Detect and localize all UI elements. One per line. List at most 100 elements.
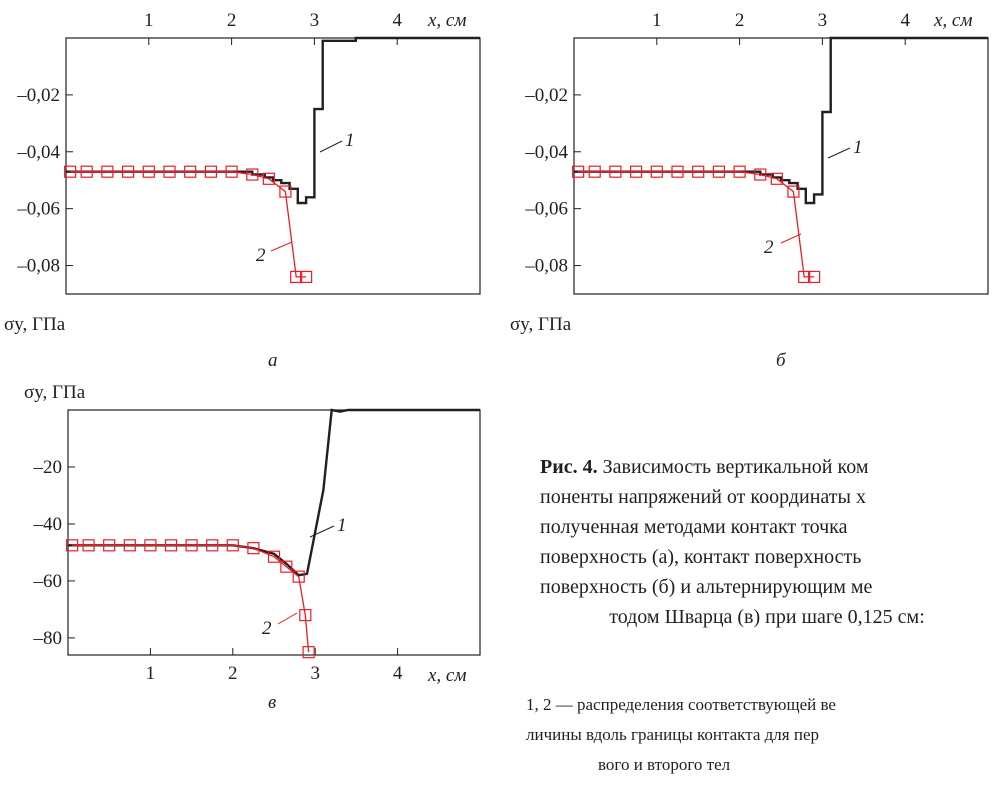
x-tick-label-a-1: 1 [144,10,154,31]
callout-leader-1-a [319,140,343,153]
caption-note-line-1: 1, 2 — распределения соответствующей ве [526,695,836,714]
x-tick-label-b-3: 3 [818,10,828,31]
data-marker-v-2-1 [82,539,95,552]
data-marker-b-2-2 [609,165,622,178]
data-marker-v-2-11 [280,560,293,573]
x-tick-label-b-1: 1 [652,10,662,31]
data-marker-b-2-13 [808,270,821,284]
caption-line-3: полученная методами контакт точка [540,516,848,538]
data-marker-a-2-1 [80,165,93,178]
data-marker-a-2-0 [64,165,77,178]
data-marker-a-2-13 [300,270,313,284]
y-tick-marks-b: –0,02 –0,04 –0,06 –0,08 [524,85,581,277]
x-tick-label-v-4: 4 [393,663,403,684]
caption-label: Рис. 4. [540,456,598,478]
y-tick-label-a-3: –0,08 [16,256,60,277]
y-tick-label-b-0: –0,02 [524,85,568,106]
data-marker-a-2-2 [101,165,114,178]
data-marker-a-2-11 [279,185,292,198]
data-marker-v-2-3 [123,539,136,552]
caption-line-5: поверхность (б) и альтернирующим ме [540,576,873,598]
data-marker-v-2-12 [292,570,305,583]
x-tick-label-b-4: 4 [900,10,910,31]
data-marker-a-2-6 [184,165,197,178]
x-axis-label-text-a: x, см [427,10,467,31]
x-tick-label-a-2: 2 [227,10,237,31]
x-tick-label-a-3: 3 [310,10,320,31]
y-tick-label-b-3: –0,08 [524,256,568,277]
callout-leader-2-b [780,233,802,244]
x-tick-label-v-1: 1 [146,663,156,684]
x-axis-label-text-b: x, см [933,10,973,31]
data-marker-v-2-0 [66,539,79,552]
caption-text-1: Зависимость вертикальной ком [602,456,869,478]
data-marker-b-2-6 [692,165,705,178]
x-axis-label-a: x, см [427,10,467,31]
panel-label-b: б [776,350,787,371]
series-line-a-2 [70,171,307,278]
x-tick-label-b-2: 2 [735,10,745,31]
callout-leader-1-b [827,147,851,159]
curve-label-1-v: 1 [337,515,347,536]
y-tick-marks-a: –0,02 –0,04 –0,06 –0,08 [16,85,73,277]
series-layer-v [66,408,480,659]
data-marker-v-2-14 [302,646,315,659]
curve-label-2-b: 2 [764,237,774,258]
caption-line-1: Рис. 4. Зависимость вертикальной ком [540,452,994,482]
data-marker-b-2-12 [798,270,811,284]
y-tick-marks-v: –20 –40 –60 –80 [33,457,75,649]
x-tick-marks-b: 1 2 3 4 [652,10,910,45]
panel-label-v: в [268,692,276,713]
data-marker-b-2-1 [588,165,601,178]
figure-caption: Рис. 4. Зависимость вертикальной ком пон… [540,452,994,632]
data-marker-b-2-11 [787,185,800,198]
data-marker-a-2-7 [204,165,217,178]
x-tick-label-v-3: 3 [310,663,320,684]
data-marker-a-2-12 [290,270,303,284]
chart-panel-v: 1 2 3 4 –20 –40 –60 –80 x, см σy, ГПа в 1 2 [24,382,481,713]
x-axis-label-v: x, см [427,665,467,686]
data-marker-a-2-5 [163,165,176,178]
series-layer-a [64,36,480,284]
x-tick-label-a-4: 4 [392,10,402,31]
curve-label-2-v: 2 [262,618,272,639]
caption-note: 1, 2 — распределения соответствующей ве … [526,690,994,780]
callout-leader-2-a [270,241,293,252]
data-marker-b-2-4 [650,165,663,178]
data-marker-b-2-10 [770,172,783,185]
y-tick-label-v-1: –40 [33,514,63,535]
y-axis-label-b: σy, ГПа [510,314,572,335]
y-tick-label-v-0: –20 [33,457,63,478]
x-tick-label-v-2: 2 [228,663,238,684]
x-tick-marks-a: 1 2 3 4 [144,10,402,45]
data-marker-b-2-8 [733,165,746,178]
data-marker-v-2-4 [144,539,157,552]
y-tick-label-v-3: –80 [33,628,63,649]
data-marker-v-2-6 [185,539,198,552]
data-marker-a-2-10 [262,172,275,185]
series-layer-b [572,36,988,284]
data-marker-v-2-7 [206,539,219,552]
caption-line-4: поверхность (а), контакт поверхность [540,546,862,568]
data-marker-a-2-3 [121,165,135,178]
data-marker-a-2-9 [246,168,259,181]
y-axis-label-a: σy, ГПа [4,314,66,335]
y-tick-label-a-2: –0,06 [16,199,60,220]
data-marker-v-2-5 [164,539,178,552]
series-line-b-2 [578,171,815,278]
y-tick-label-b-2: –0,06 [524,199,568,220]
y-tick-label-a-0: –0,02 [16,85,60,106]
data-marker-b-2-9 [754,168,767,181]
y-tick-label-v-2: –60 [33,571,63,592]
data-marker-v-2-8 [226,539,239,552]
data-marker-b-2-0 [572,165,585,178]
data-marker-v-2-13 [299,609,312,622]
y-tick-label-a-1: –0,04 [16,142,60,163]
caption-line-6: тодом Шварца (в) при шаге 0,125 см: [609,606,925,628]
data-marker-b-2-5 [671,165,684,178]
series-line-b-1 [574,36,988,205]
data-marker-v-2-2 [103,539,116,552]
